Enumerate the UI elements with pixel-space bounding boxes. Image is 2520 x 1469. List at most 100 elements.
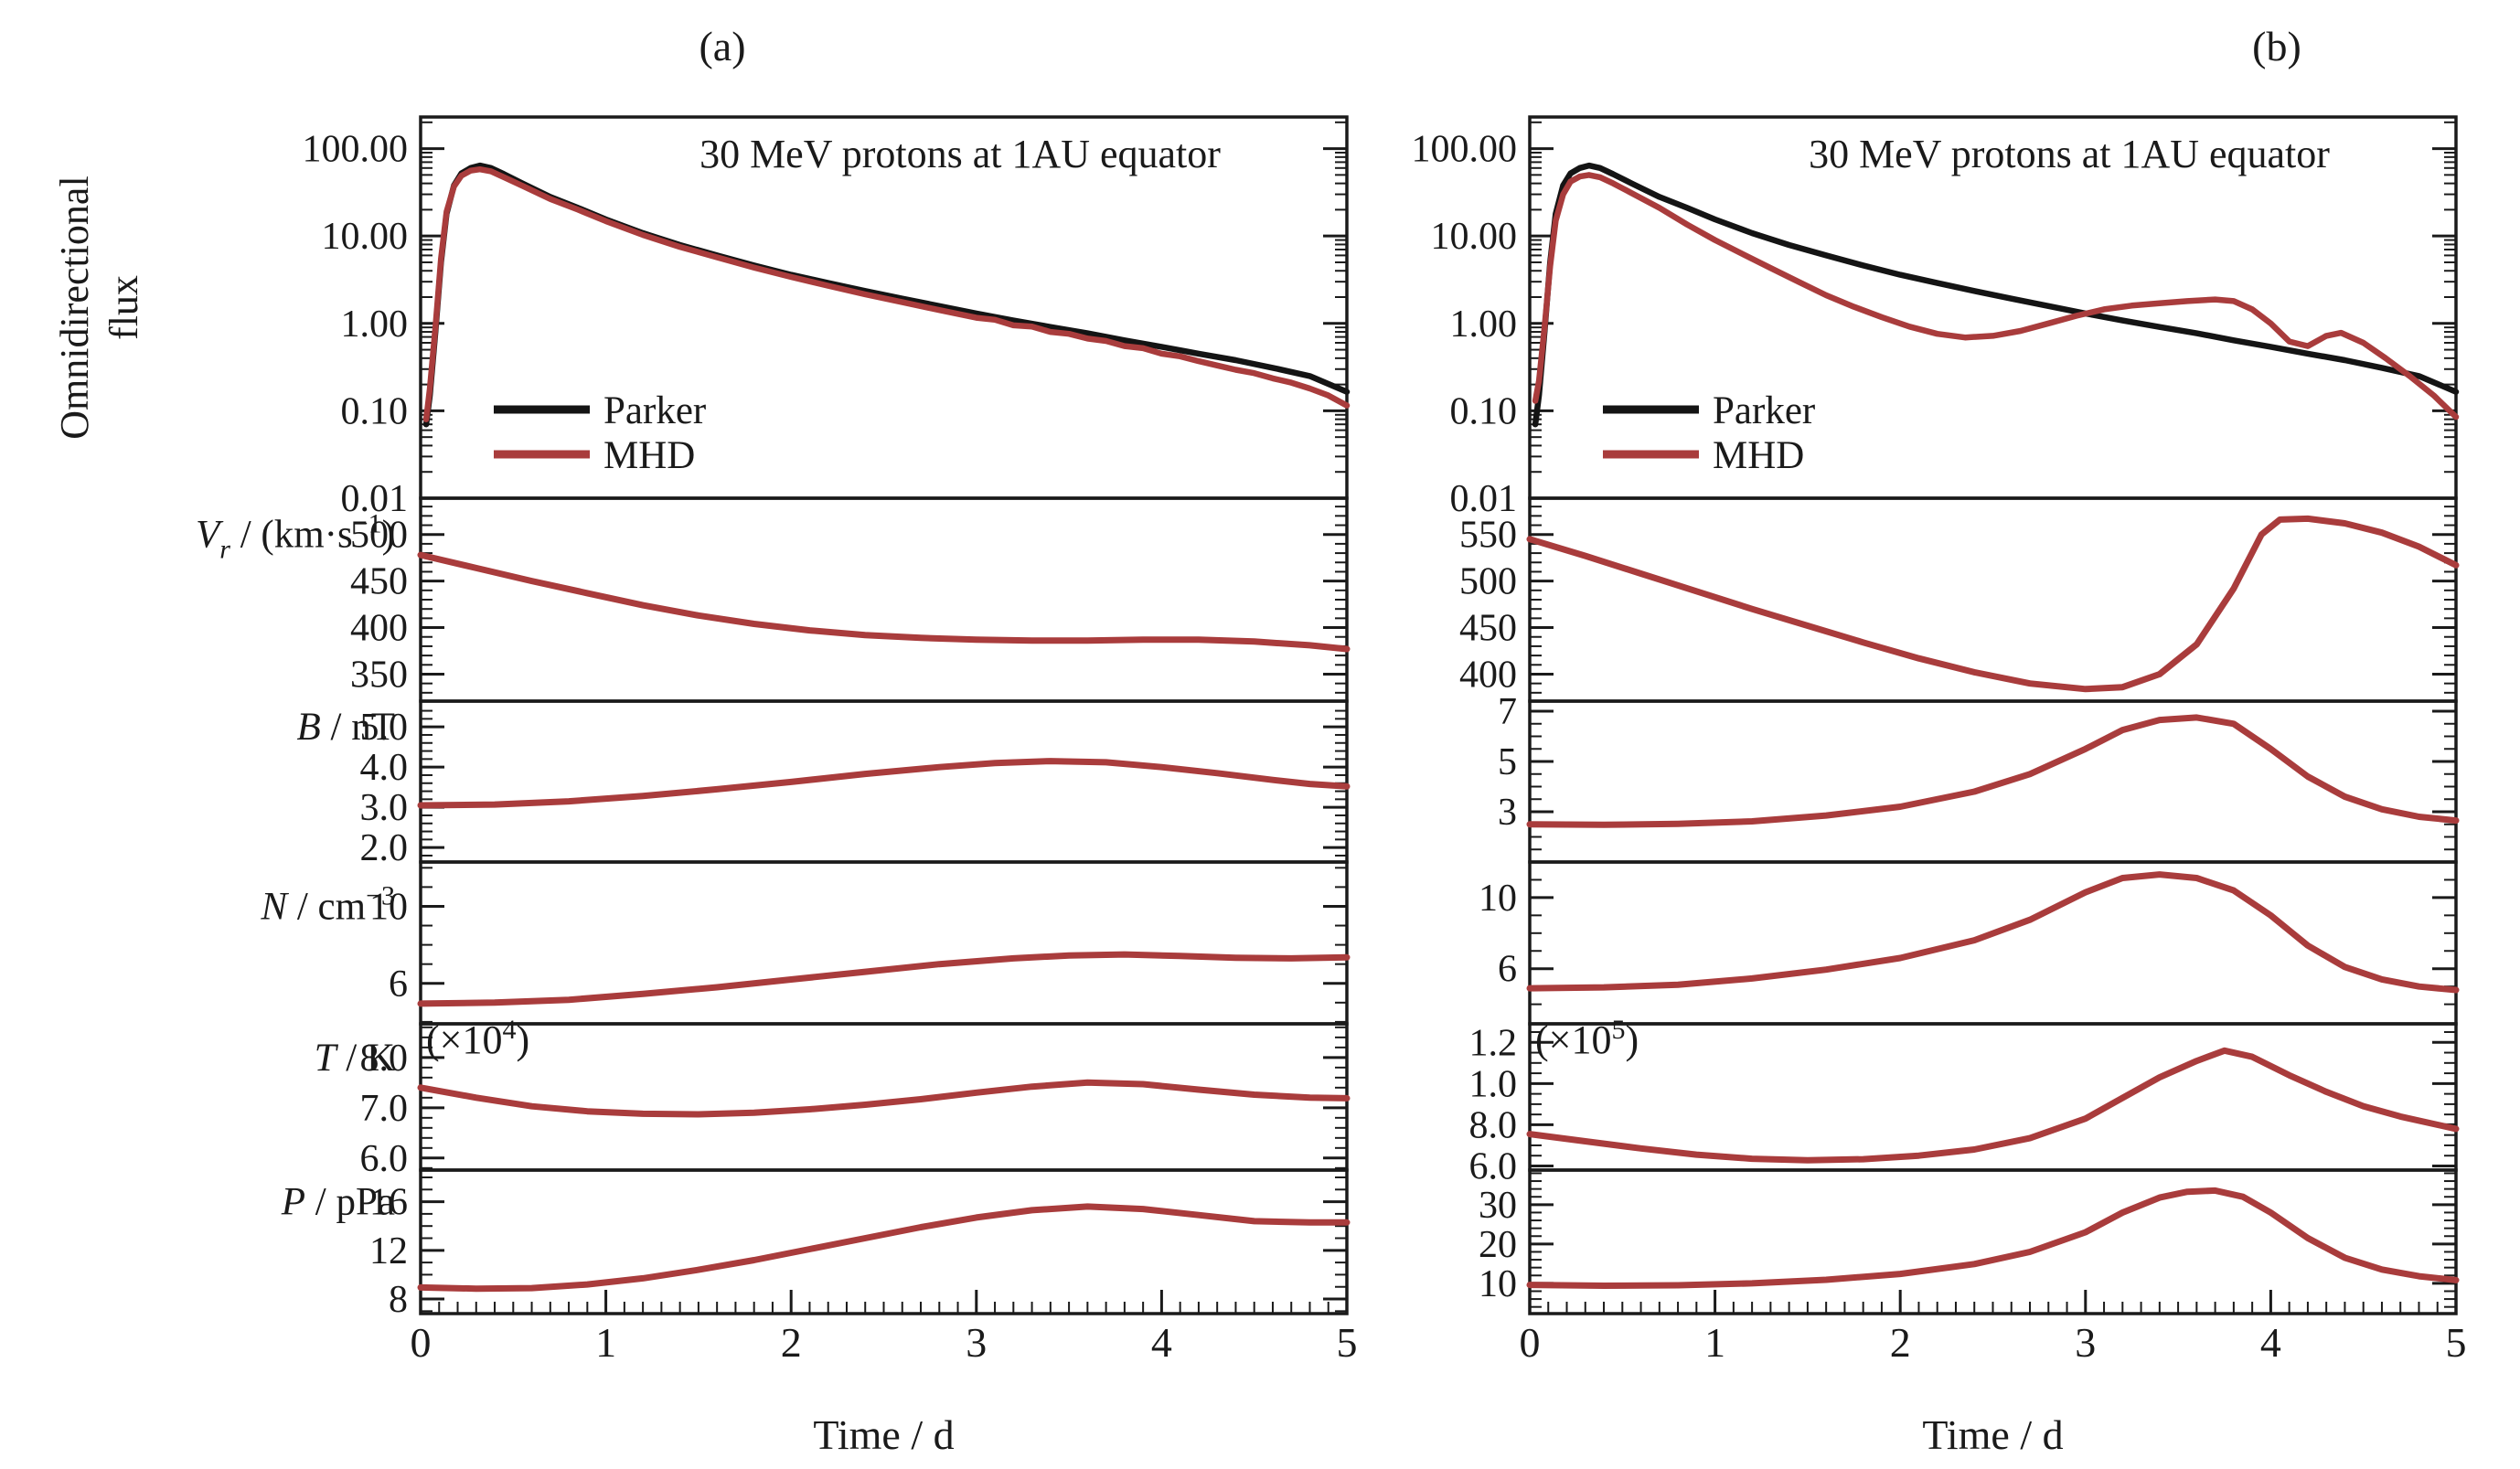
y-ticks-b-vr [1530,506,2456,694]
y-tick-label-b-t-1.2: 1.2 [1469,1022,1518,1064]
axis-name-p: P / pPa [281,1181,395,1224]
x-ticks-a [419,1290,1349,1314]
y-tick-labels-b-b: 7 5 3 [1498,691,1517,834]
x-tick-label-a-4: 4 [1151,1319,1172,1366]
panel-border-b-vr [1528,496,2458,703]
x-tick-label-a-5: 5 [1337,1319,1358,1366]
legend-label-parker: Parker [1713,389,1815,432]
series-a-p-mhd [417,1203,1351,1293]
x-tick-label-b-0: 0 [1520,1319,1541,1366]
y-ticks-b-flux [1530,121,2456,474]
legend-entry-a-parker: Parker [494,389,706,432]
legend-label-mhd: MHD [1713,434,1804,477]
y-tick-label-a-flux-1.00: 1.00 [341,303,409,346]
y-tick-label-b-flux-1.00: 1.00 [1450,303,1518,346]
y-tick-label-a-flux-100.00: 100.00 [303,129,409,171]
x-axis-title-a: Time / d [813,1411,954,1458]
panel-b-t: 1.21.08.06.0 (×105) [1469,1015,2460,1187]
series-a-flux-mhd [422,165,1351,422]
y-tick-label-a-p-8: 8 [389,1279,408,1321]
x-tick-label-b-5: 5 [2446,1319,2467,1366]
x-tick-label-b-3: 3 [2075,1319,2096,1366]
y-ticks-a-t [421,1026,1347,1169]
legend-entry-b-parker: Parker [1603,389,1815,432]
panel-a-t: 8.0 7.0 6.0 (×104) T / K [315,1015,1351,1180]
legend-entry-a-mhd: MHD [494,434,695,477]
y-tick-label-b-t-1.0: 1.0 [1469,1063,1518,1105]
series-a-t-mhd [417,1079,1351,1118]
y-tick-label-b-vr-500: 500 [1459,561,1517,603]
y-tick-label-a-n-10: 10 [369,886,408,928]
legend-label-parker: Parker [603,389,706,432]
y-tick-labels-a-flux: 100.00 10.00 1.00 0.10 0.01 [303,129,409,520]
scale-annotation-b: (×105) [1535,1015,1639,1062]
y-ticks-b-n [1530,878,2456,1006]
y-tick-label-b-p-30: 30 [1479,1185,1517,1227]
y-tick-label-b-b-3: 3 [1498,792,1517,834]
series-a-n-mhd [417,951,1351,1007]
y-tick-label-b-b-5: 5 [1498,741,1517,783]
y-tick-label-b-vr-400: 400 [1459,654,1517,696]
y-tick-labels-a-p: 16 12 8 [369,1182,408,1321]
y-tick-label-a-t-7.0: 7.0 [360,1088,409,1130]
y-tick-label-b-flux-10.00: 10.00 [1431,216,1518,258]
y-tick-label-a-p-16: 16 [369,1182,408,1224]
series-b-flux-mhd [1532,172,2460,420]
legend-entry-b-mhd: MHD [1603,434,1804,477]
y-tick-label-a-b-5.0: 5.0 [360,707,409,749]
axis-name-t: T / K [315,1037,395,1080]
panel-a-b: 5.04.03.02.0B / nT [297,699,1351,869]
panel-border-a-vr [419,496,1349,703]
axis-name-b: B / nT [297,706,396,749]
y-tick-label-a-vr-350: 350 [350,654,408,696]
series-b-flux-parker [1532,162,2460,428]
y-tick-label-b-n-6: 6 [1498,949,1517,991]
y-tick-label-b-t-6.0: 6.0 [1469,1145,1518,1187]
y-tick-label-b-p-10: 10 [1479,1263,1517,1305]
panel-a-n: 10 6 N / cm−3 [260,860,1351,1026]
y-tick-label-b-p-20: 20 [1479,1224,1517,1266]
series-b-n-mhd [1526,871,2460,994]
series-a-vr-mhd [417,551,1351,653]
y-tick-labels-a-t: 8.0 7.0 6.0 [360,1038,409,1180]
legend-label-mhd: MHD [603,434,695,477]
y-tick-label-a-b-4.0: 4.0 [360,747,409,789]
panel-a-p: 16 12 8 P / pPa [281,1168,1351,1321]
y-tick-labels-a-n: 10 6 [369,886,408,1005]
y-tick-label-b-flux-100.00: 100.00 [1412,129,1518,171]
y-tick-label-a-flux-10.00: 10.00 [322,216,409,258]
y-tick-label-a-n-6: 6 [389,963,408,1006]
y-tick-label-b-n-10: 10 [1479,878,1517,920]
y-tick-labels-b-n: 10 6 [1479,878,1517,991]
axis-name-flux-line1: Omnidirectional [52,176,97,439]
y-ticks-a-p [421,1176,1347,1313]
y-ticks-a-vr [421,506,1347,694]
y-tick-label-a-t-6.0: 6.0 [360,1138,409,1180]
panel-a-flux: 100.00 10.00 1.00 0.10 0.01 30 MeV protons at… [52,115,1351,520]
x-tick-label-a-2: 2 [781,1319,802,1366]
y-tick-labels-a-b: 5.04.03.02.0 [360,707,409,869]
y-tick-label-b-t-8.0: 8.0 [1469,1104,1518,1146]
axis-name-vr: Vr / (km·s−1) [196,509,395,565]
panel-letter-a: (a) [699,23,745,69]
panel-b-b: 7 5 3 [1498,691,2460,864]
panel-title-b: 30 MeV protons at 1AU equator [1809,132,2330,176]
y-tick-label-a-p-12: 12 [369,1230,408,1272]
x-tick-labels-b: 0 1 2 3 4 5 [1520,1319,2467,1366]
axis-name-n: N / cm−3 [260,880,395,928]
series-a-b-mhd [417,758,1351,809]
x-axis-title-b: Time / d [1922,1411,2063,1458]
panel-border-a-b [419,699,1349,864]
series-b-p-mhd [1526,1187,2460,1289]
y-tick-labels-b-flux: 100.00 10.00 1.00 0.10 0.01 [1412,129,1518,520]
x-tick-label-b-1: 1 [1704,1319,1725,1366]
panel-border-a-t [419,1022,1349,1172]
panel-letter-b: (b) [2252,23,2301,69]
